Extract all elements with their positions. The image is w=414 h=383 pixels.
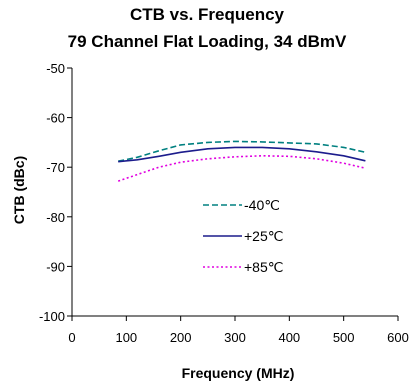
x-tick-label: 100 <box>115 330 137 345</box>
y-tick-label: -50 <box>46 61 65 76</box>
y-tick-label: -70 <box>46 160 65 175</box>
x-tick-label: 200 <box>170 330 192 345</box>
y-axis-label: CTB (dBc) <box>11 156 27 224</box>
legend-label: -40℃ <box>244 197 280 213</box>
y-tick-label: -60 <box>46 111 65 126</box>
x-tick-label: 500 <box>333 330 355 345</box>
chart-subtitle: 79 Channel Flat Loading, 34 dBmV <box>67 32 347 51</box>
y-tick-label: -90 <box>46 259 65 274</box>
y-tick-label: -80 <box>46 210 65 225</box>
chart-title: CTB vs. Frequency <box>130 5 284 24</box>
series-line <box>117 154 366 182</box>
x-tick-label: 0 <box>68 330 75 345</box>
x-tick-label: 400 <box>278 330 300 345</box>
legend: -40℃ +25℃ +85℃ <box>203 197 283 275</box>
legend-label: +85℃ <box>244 259 283 275</box>
series-line <box>118 146 366 163</box>
x-axis-label: Frequency (MHz) <box>182 365 295 381</box>
series-line <box>118 140 366 162</box>
x-tick-label: 600 <box>387 330 409 345</box>
x-tick-label: 300 <box>224 330 246 345</box>
y-tick-label: -100 <box>39 309 65 324</box>
series-layer <box>117 140 366 182</box>
legend-label: +25℃ <box>244 228 283 244</box>
